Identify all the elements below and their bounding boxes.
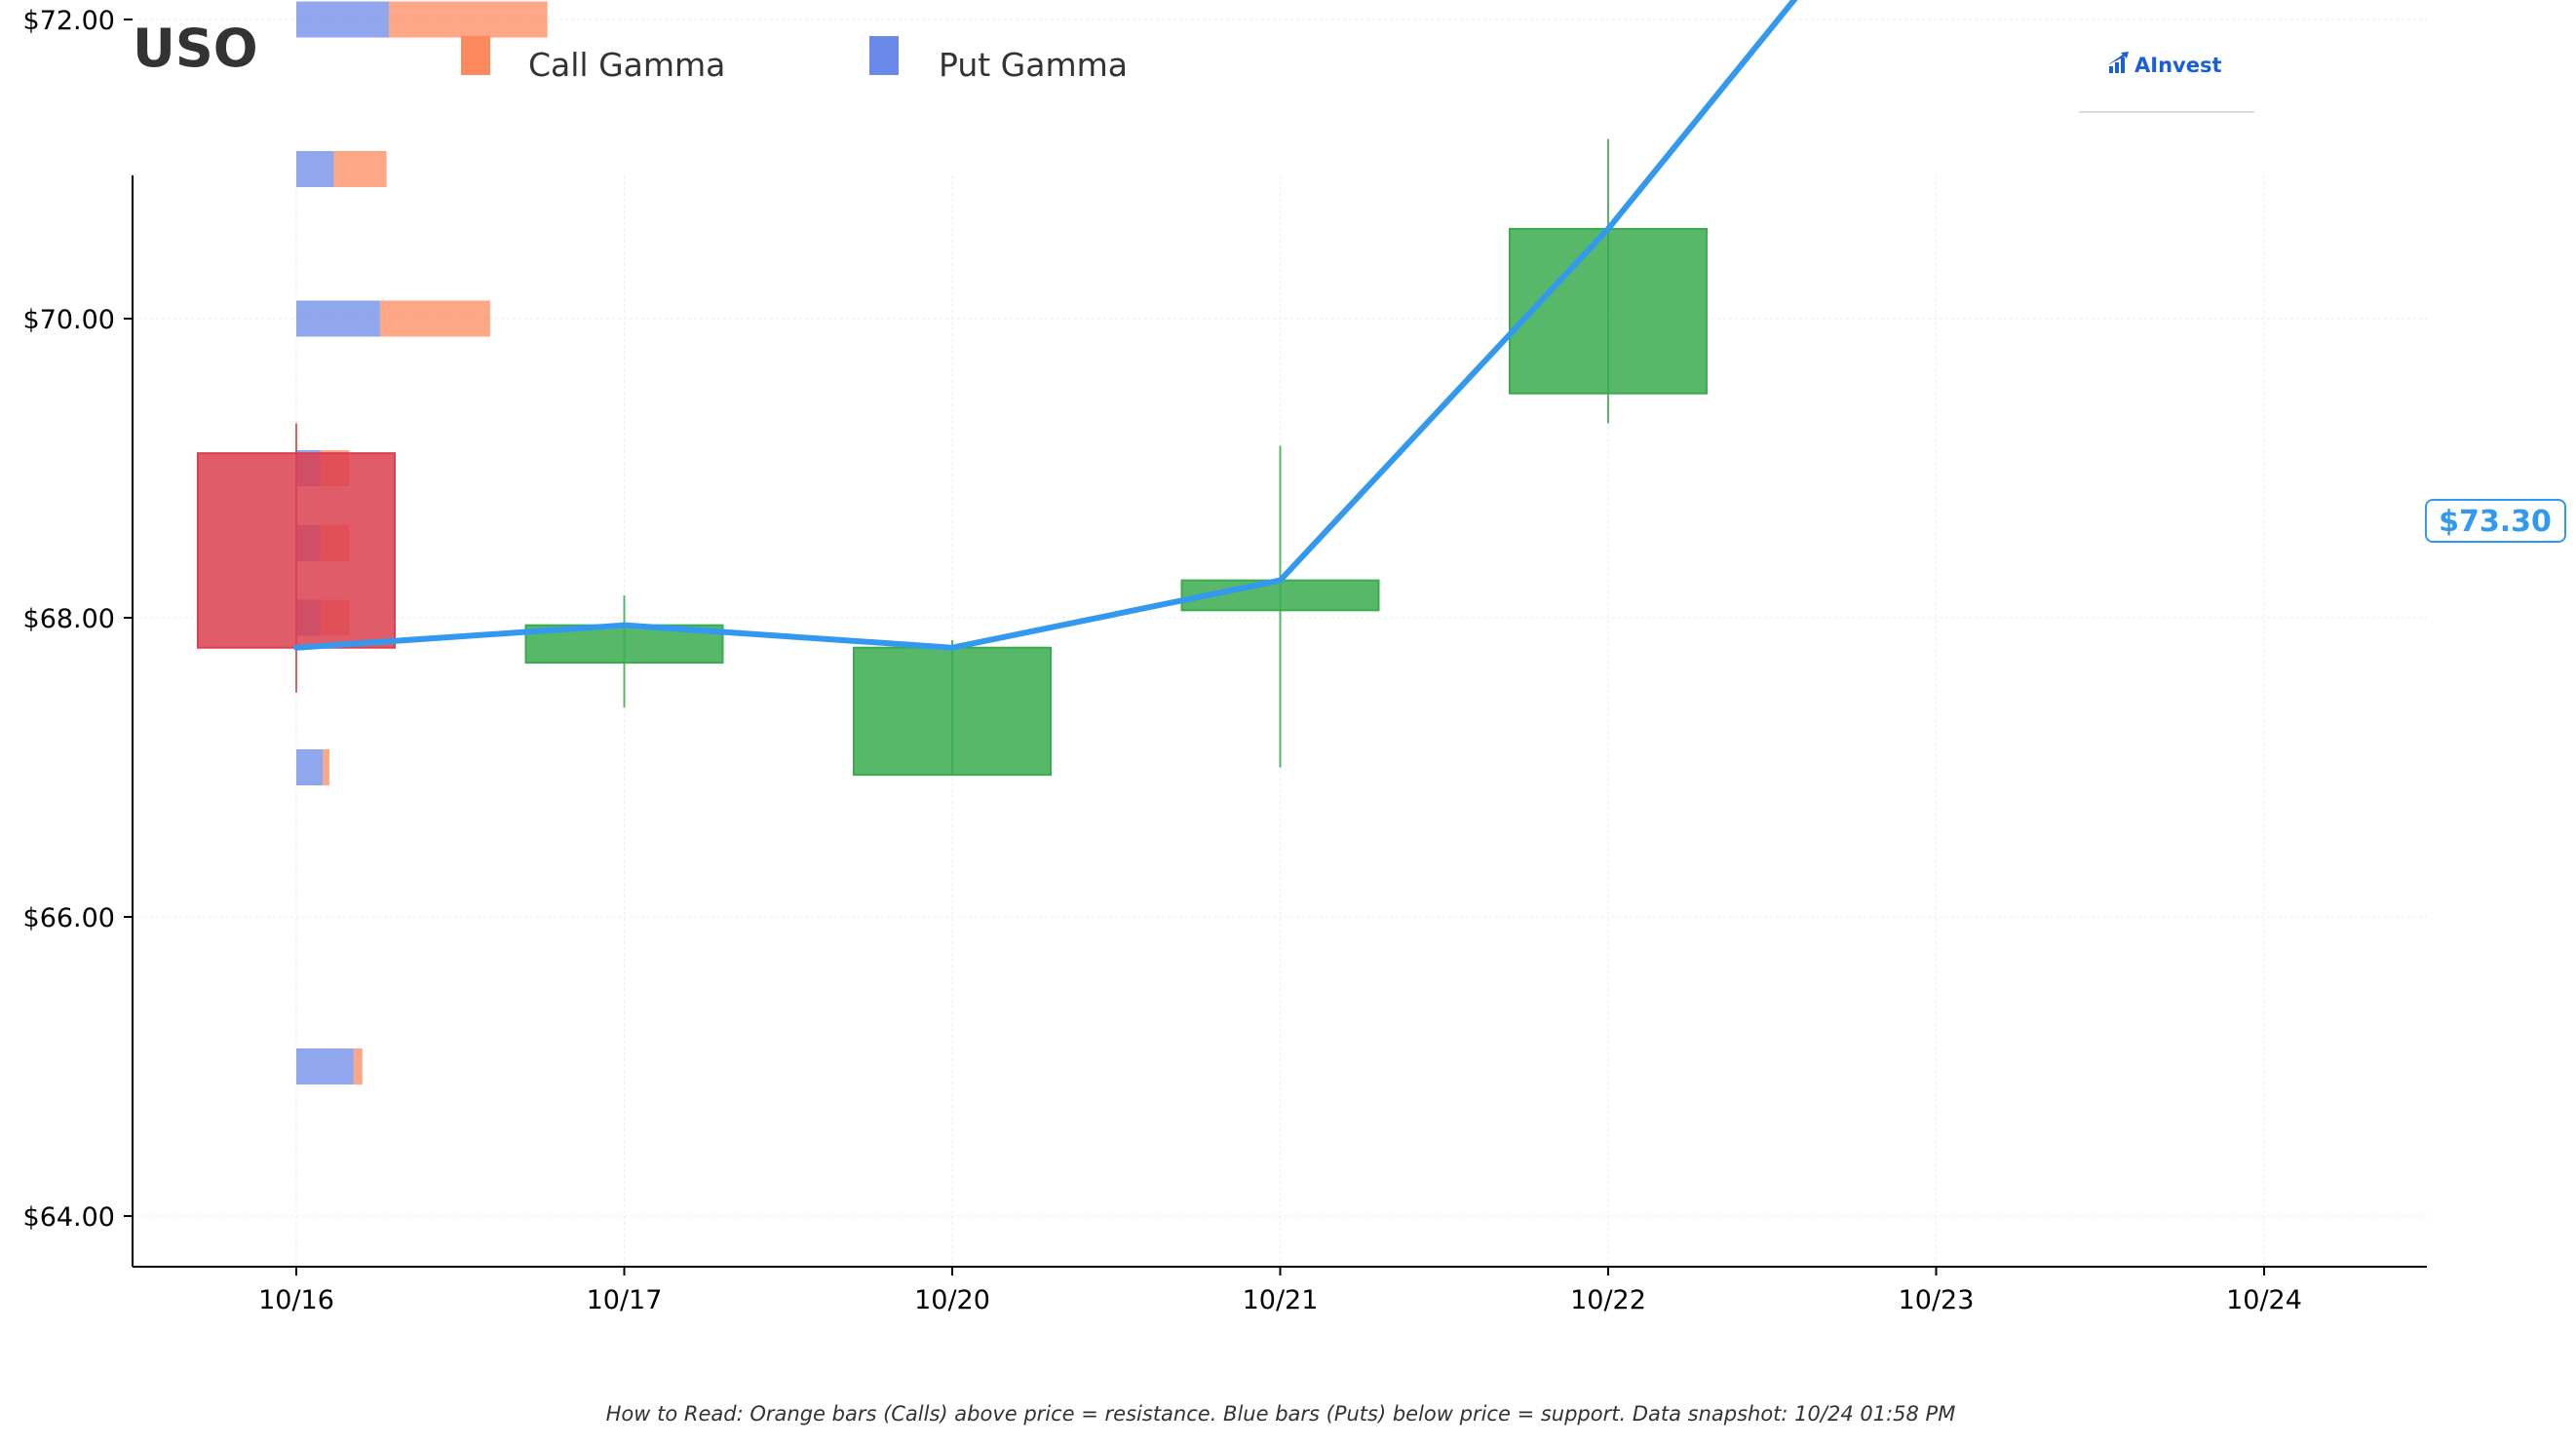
price-line — [293, 0, 1798, 651]
x-tick-label: 10/22 — [1570, 1285, 1646, 1315]
gamma-bars — [296, 1, 548, 1084]
legend-label-call: Call Gamma — [528, 46, 725, 84]
ainvest-logo: AInvest — [2079, 52, 2254, 113]
x-tick-label: 10/23 — [1899, 1285, 1975, 1315]
x-tick-label: 10/17 — [587, 1285, 663, 1315]
y-tick-label: $70.00 — [23, 305, 115, 335]
legend-swatch-put — [869, 36, 899, 75]
y-axis-ticks: $64.00$66.00$68.00$70.00$72.00$74.00$76.… — [23, 6, 133, 1233]
put-gamma-bar — [296, 151, 334, 187]
call-gamma-bar — [333, 151, 387, 187]
legend-swatch-call — [461, 36, 490, 75]
call-gamma-bar — [353, 1048, 363, 1084]
y-tick-label: $68.00 — [23, 604, 115, 634]
x-tick-label: 10/20 — [914, 1285, 990, 1315]
call-gamma-bar — [388, 1, 548, 38]
legend-label-put: Put Gamma — [939, 46, 1128, 84]
ticker-title: USO — [133, 18, 258, 79]
footnote: How to Read: Orange bars (Calls) above p… — [606, 1402, 1956, 1426]
logo-chart-icon — [2107, 52, 2129, 73]
put-gamma-bar — [296, 1, 389, 38]
current-price-marker: $73.30 — [2425, 499, 2566, 543]
call-gamma-bar — [379, 300, 490, 337]
call-gamma-bar — [323, 749, 329, 785]
x-axis-ticks: 10/16 10/17 10/20 10/21 10/22 10/23 10/24 — [258, 1267, 2302, 1315]
x-tick-label: 10/21 — [1243, 1285, 1319, 1315]
put-gamma-bar — [296, 749, 324, 785]
y-tick-label: $72.00 — [23, 6, 115, 36]
x-tick-label: 10/16 — [258, 1285, 334, 1315]
candles — [197, 138, 1708, 777]
current-price-box — [2425, 499, 2566, 543]
put-gamma-bar — [296, 1048, 354, 1084]
logo-text: AInvest — [2134, 54, 2222, 77]
x-tick-label: 10/24 — [2226, 1285, 2302, 1315]
current-price-label: $73.30 — [2439, 505, 2552, 539]
y-tick-label: $66.00 — [23, 903, 115, 933]
candle-body — [1509, 227, 1708, 395]
legend: Call Gamma Put Gamma — [461, 36, 1128, 84]
y-tick-label: $64.00 — [23, 1202, 115, 1233]
price-line-layer — [293, 0, 1798, 651]
put-gamma-bar — [296, 300, 380, 337]
grid — [133, 19, 2427, 1267]
candle-body — [853, 646, 1052, 777]
candle-body — [197, 452, 396, 649]
